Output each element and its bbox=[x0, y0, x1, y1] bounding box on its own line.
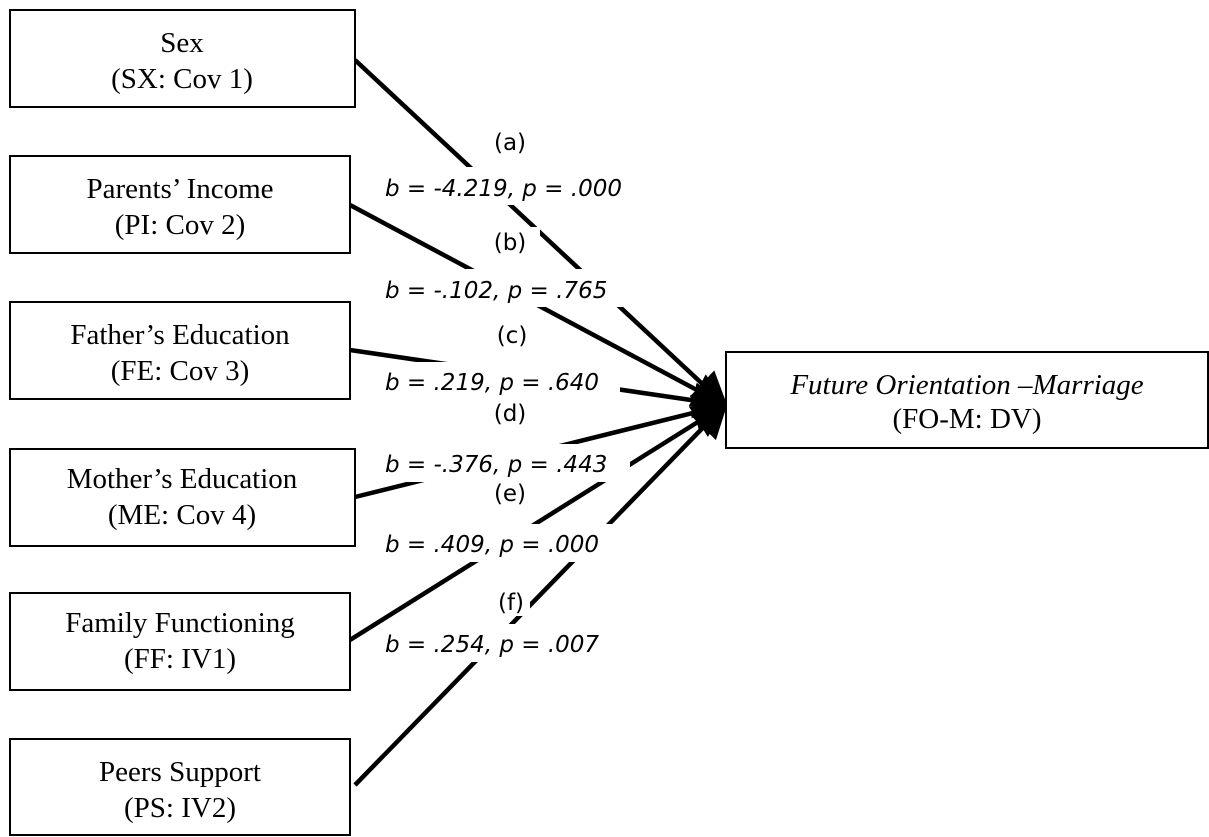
path-coefficient-c: b = .219, p = .640 bbox=[385, 370, 599, 396]
label-gaps bbox=[380, 127, 645, 662]
outcome-name: Future Orientation –Marriage bbox=[789, 369, 1143, 401]
path-labels: (a) b = -4.219, p = .000 (b) b = -.102, … bbox=[385, 130, 622, 658]
predictor-box-sex: Sex (SX: Cov 1) bbox=[9, 9, 356, 108]
predictor-code: (FE: Cov 3) bbox=[111, 355, 250, 387]
path-line-f bbox=[353, 401, 729, 787]
predictor-name: Peers Support bbox=[99, 756, 261, 788]
outcome-box: Future Orientation –Marriage (FO-M: DV) bbox=[725, 351, 1209, 449]
path-coefficient-b: b = -.102, p = .765 bbox=[385, 278, 607, 304]
path-line-e bbox=[348, 402, 729, 642]
path-letter-e: (e) bbox=[494, 481, 526, 507]
path-letter-c: (c) bbox=[497, 323, 528, 349]
predictor-code: (PI: Cov 2) bbox=[115, 209, 246, 241]
path-coefficient-a: b = -4.219, p = .000 bbox=[385, 176, 622, 202]
predictor-code: (FF: IV1) bbox=[124, 643, 236, 675]
predictor-code: (PS: IV2) bbox=[124, 792, 236, 824]
predictor-box-peers-support: Peers Support (PS: IV2) bbox=[9, 738, 351, 836]
predictor-box-mothers-education: Mother’s Education (ME: Cov 4) bbox=[9, 448, 356, 547]
predictor-box-fathers-education: Father’s Education (FE: Cov 3) bbox=[9, 301, 351, 400]
path-coefficient-d: b = -.376, p = .443 bbox=[385, 452, 607, 478]
path-letter-d: (d) bbox=[494, 401, 527, 427]
predictor-boxes: Sex (SX: Cov 1) Parents’ Income (PI: Cov… bbox=[9, 9, 356, 836]
predictor-name: Sex bbox=[160, 27, 204, 59]
path-letter-f: (f) bbox=[498, 590, 524, 616]
predictor-name: Family Functioning bbox=[65, 607, 295, 639]
predictor-name: Parents’ Income bbox=[86, 173, 273, 205]
predictor-box-parents-income: Parents’ Income (PI: Cov 2) bbox=[9, 155, 351, 254]
predictor-code: (SX: Cov 1) bbox=[111, 63, 253, 95]
predictor-code: (ME: Cov 4) bbox=[108, 499, 256, 531]
predictor-box-family-functioning: Family Functioning (FF: IV1) bbox=[9, 592, 351, 691]
path-letter-a: (a) bbox=[494, 130, 526, 156]
path-letter-b: (b) bbox=[494, 230, 527, 256]
predictor-name: Mother’s Education bbox=[67, 463, 298, 495]
predictor-name: Father’s Education bbox=[70, 319, 290, 351]
outcome-code: (FO-M: DV) bbox=[892, 403, 1041, 435]
path-coefficient-f: b = .254, p = .007 bbox=[385, 632, 599, 658]
path-coefficient-e: b = .409, p = .000 bbox=[385, 532, 599, 558]
